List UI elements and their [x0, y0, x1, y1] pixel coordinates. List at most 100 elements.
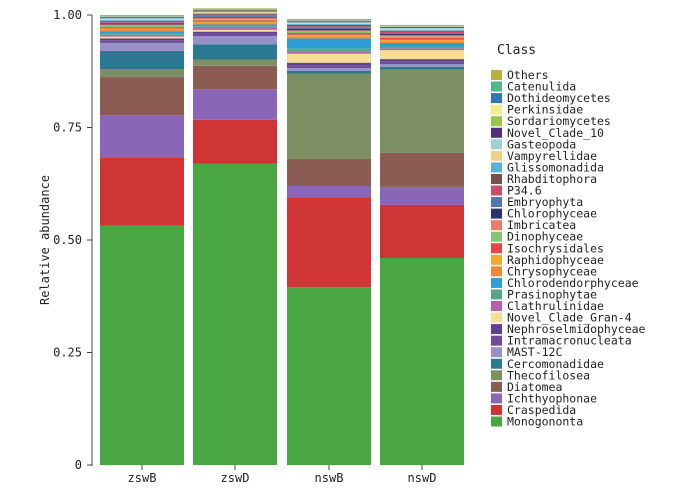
y-tick-label: 0.75	[53, 121, 82, 135]
y-ticks: 0 0.25 0.50 0.75 1.00	[53, 8, 92, 472]
legend-label: Nephroselmidophyceae	[507, 322, 646, 336]
legend-label: Imbricatea	[507, 218, 576, 232]
legend-label: Glissomonadida	[507, 160, 604, 174]
legend-swatch	[491, 301, 502, 311]
bar-segment	[100, 225, 184, 465]
bar-segment	[193, 12, 277, 14]
legend-label: Dothideomycetes	[507, 91, 611, 105]
legend-item: Imbricatea	[491, 218, 576, 232]
legend-item: Craspedida	[491, 403, 576, 417]
legend-label: Sordariomycetes	[507, 114, 611, 128]
legend-item: Rhabditophora	[491, 172, 597, 186]
legend-swatch	[491, 289, 502, 300]
bar-segment	[380, 37, 464, 40]
bar-segment	[380, 48, 464, 51]
bar-segment	[380, 204, 464, 258]
legend-item: Raphidophyceae	[491, 253, 604, 267]
legend-swatch	[491, 416, 502, 427]
x-tick-label: nswD	[408, 471, 437, 485]
bar-segment	[193, 15, 277, 16]
legend-item: Isochrysidales	[491, 241, 604, 255]
x-tick-label: zswB	[128, 471, 157, 485]
bar-segment	[193, 11, 277, 13]
bar-segment	[193, 29, 277, 32]
legend-swatch	[491, 404, 502, 415]
legend-swatch	[491, 381, 502, 392]
bar-segment	[287, 48, 371, 52]
bar-segment	[287, 24, 371, 27]
bar-segment	[100, 42, 184, 51]
legend-label: Rhabditophora	[507, 172, 597, 186]
legend-item: Chlorodendorphyceae	[491, 276, 639, 290]
bar-segment	[193, 24, 277, 27]
bar-segment	[100, 77, 184, 116]
legend-item: Chlorophyceae	[491, 207, 597, 221]
bar-segment	[287, 30, 371, 32]
bar-segment	[287, 38, 371, 49]
bar-segment	[100, 29, 184, 32]
legend-label: Gasteopoda	[507, 137, 576, 151]
bar-segment	[193, 17, 277, 20]
legend-swatch	[491, 93, 502, 104]
bar-segment	[287, 197, 371, 288]
legend-swatch	[491, 139, 502, 150]
legend-swatch	[491, 312, 502, 323]
bar-segment	[380, 50, 464, 60]
bar-segment	[380, 30, 464, 32]
legend-label: Catenulida	[507, 80, 576, 94]
legend-label: Dinophyceae	[507, 230, 583, 244]
bar-segment	[100, 23, 184, 25]
bar-segment	[287, 21, 371, 23]
legend-label: Novel_Clade_10	[507, 126, 604, 140]
bar-segment	[193, 15, 277, 17]
legend-swatch	[491, 358, 502, 369]
legend-label: Monogononta	[507, 415, 583, 429]
legend-label: Raphidophyceae	[507, 253, 604, 267]
bar-segment	[193, 14, 277, 15]
bar-segment	[193, 26, 277, 29]
y-tick-label: 0	[75, 458, 82, 472]
bar-segment	[287, 23, 371, 24]
bar-segment	[287, 159, 371, 186]
bar-segment	[380, 36, 464, 38]
bar-segment	[287, 65, 371, 69]
legend-item: Nephroselmidophyceae	[491, 322, 646, 336]
bar-segment	[193, 16, 277, 18]
bar-segment	[100, 33, 184, 35]
legend-label: Chrysophyceae	[507, 264, 597, 278]
legend-label: Chlorodendorphyceae	[507, 276, 639, 290]
legend-swatch	[491, 347, 502, 358]
bar-segment	[193, 23, 277, 25]
legend-item: Prasinophytae	[491, 287, 597, 301]
bar-segment	[287, 51, 371, 54]
bars-layer	[100, 8, 464, 465]
bar-segment	[100, 34, 184, 37]
bar-segment	[193, 163, 277, 465]
legend-swatch	[491, 231, 502, 242]
legend-swatch	[491, 116, 502, 127]
bar-segment	[193, 119, 277, 164]
y-tick-label: 0.50	[53, 233, 82, 247]
bar-segment	[193, 28, 277, 30]
bar-segment	[380, 28, 464, 30]
bar-segment	[380, 258, 464, 465]
bar-segment	[380, 35, 464, 37]
bar-segment	[287, 31, 371, 33]
bar-segment	[193, 20, 277, 22]
bar-segment	[380, 29, 464, 31]
legend-label: Diatomea	[507, 380, 562, 394]
legend-label: MAST-12C	[507, 345, 562, 359]
bar-segment	[100, 115, 184, 158]
bar-segment	[380, 31, 464, 33]
legend-item: Perkinsidae	[491, 103, 583, 117]
legend-swatch	[491, 324, 502, 335]
legend-item: Gasteopoda	[491, 137, 576, 151]
bar-segment	[193, 33, 277, 37]
legend-item: Vampyrellidae	[491, 149, 597, 163]
bar-stack-zswD	[193, 8, 277, 465]
bar-segment	[380, 41, 464, 43]
legend-item: Glissomonadida	[491, 160, 604, 174]
legend-swatch	[491, 370, 502, 381]
bar-segment	[100, 22, 184, 24]
bar-segment	[287, 28, 371, 31]
